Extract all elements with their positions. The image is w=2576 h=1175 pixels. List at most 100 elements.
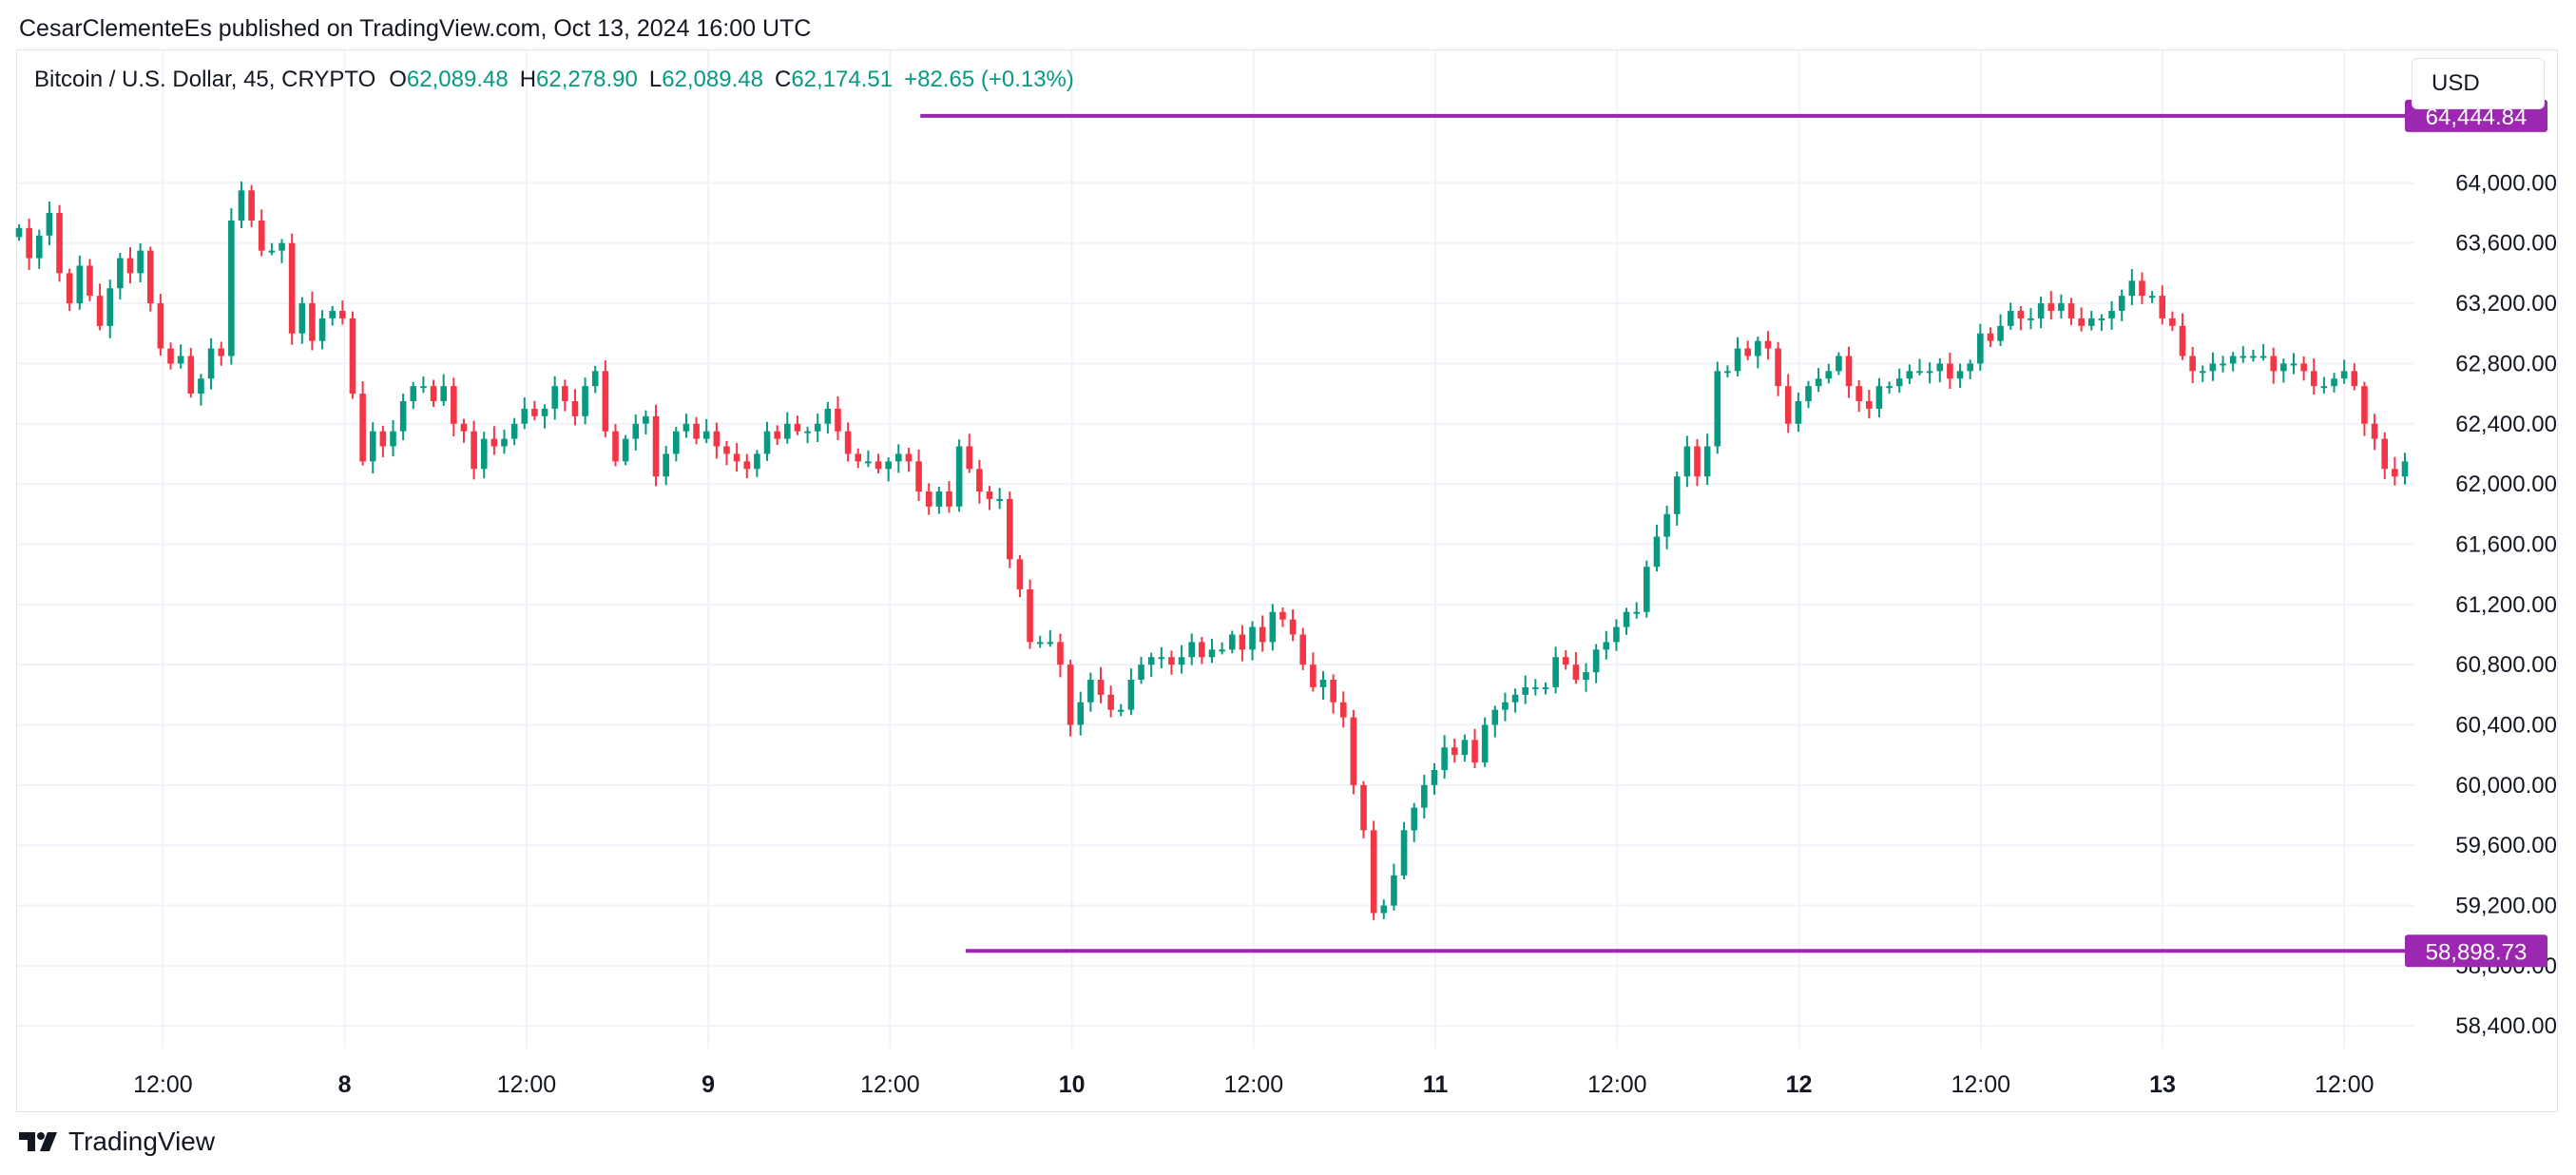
candle-body [2098,318,2105,320]
candle-body [369,431,376,462]
candle-body [602,371,609,432]
candle-body [612,431,619,462]
candle-body [551,386,558,409]
candle-body [1532,686,1539,689]
candle-body [1421,784,1428,808]
candle-body [126,258,134,274]
candle-body [1956,371,1964,379]
candle-body [784,423,791,439]
candle-body [2028,318,2034,320]
price-tick-label: 62,400.00 [2455,412,2557,437]
candle-body [1987,333,1994,341]
level-lines[interactable] [920,113,2405,953]
candle-body [1138,665,1144,680]
candle-body [2209,363,2217,372]
candle-body [1805,386,1812,402]
candle-body [2371,423,2378,439]
candle-body [1208,649,1216,658]
candle-body [298,303,306,334]
legend-change-value: +82.65 (+0.13%) [904,67,1074,92]
price-tick-label: 63,600.00 [2455,231,2557,257]
legend-low-key: L [648,67,663,92]
level-price-tag [2405,934,2547,968]
candle-body [855,453,862,462]
candle-body [2270,356,2278,372]
candle-body [885,461,892,470]
candle-body [986,491,993,499]
candle-body [2067,303,2075,318]
candle-body [1724,371,1731,374]
candle-body [531,408,538,416]
candle-body [1339,702,1347,718]
candle-body [673,431,680,454]
time-tick-label: 12:00 [860,1071,920,1098]
candle-body [26,227,32,259]
candle-body [1431,770,1438,785]
candle-body [541,408,548,416]
candle-body [562,386,568,402]
time-axis[interactable]: 12:00 8 12:00 9 12:00 10 12:00 11 12:00 12 12:00 13… [133,1071,2374,1098]
candle-body [824,408,832,424]
candle-body [1522,686,1529,695]
candle-body [2047,303,2055,311]
time-tick-label: 12:00 [1587,1071,1647,1098]
candle-body [1310,665,1317,687]
candle-body [1147,657,1155,665]
candle-body [1097,679,1105,695]
candle-body [177,356,184,364]
candle-body [1168,657,1175,665]
candle-body [420,386,427,389]
candle-body [804,431,811,433]
price-axis[interactable]: 64,000.00 63,600.00 63,200.00 62,800.00 62,4… [2455,170,2557,1039]
candle-body [1027,588,1033,643]
candle-body [318,318,326,341]
candle-body [268,250,276,253]
candle-body [1451,747,1458,756]
candle-body [763,431,771,454]
candle-body [1249,626,1256,650]
candle-body [501,438,508,447]
candle-body [1319,679,1327,687]
candle-body [894,453,902,462]
candle-body [1360,784,1367,831]
candle-body [643,415,649,424]
candle-body [1511,694,1519,703]
candle-body [480,438,488,470]
candle-body [976,469,983,492]
candle-body [451,386,457,424]
legend-open-key: O [389,67,407,92]
level-price-label: 58,898.73 [2426,939,2528,965]
candle-body [440,386,447,402]
candle-body [723,446,730,454]
candle-body [2169,318,2176,326]
candle-body [1016,559,1024,589]
candle-body [339,310,346,318]
price-tick-label: 59,200.00 [2455,894,2557,919]
legend-low-value: 62,089.48 [662,67,763,92]
candle-body [2351,371,2358,387]
time-tick-label: 12:00 [1951,1071,2010,1098]
price-tick-label: 62,800.00 [2455,351,2557,376]
candle-body [2381,438,2389,470]
time-tick-label: 12 [1786,1071,1813,1098]
candle-body [713,431,721,447]
candle-body [754,453,760,470]
candle-body [905,453,913,462]
symbol-legend[interactable]: Bitcoin / U.S. Dollar, 45, CRYPTO O62,089… [34,67,1086,93]
candle-body [1734,348,1741,372]
candle-body [632,423,640,439]
candle-body [157,303,164,349]
candle-body [835,408,841,432]
tradingview-brand[interactable]: TradingView [19,1125,215,1159]
legend-close-value: 62,174.51 [791,67,894,92]
candle-body [844,431,852,454]
candle-body [207,348,215,379]
currency-button[interactable]: USD [2412,58,2545,109]
candle-body [228,220,235,356]
candle-body [35,235,43,259]
candle-body [2240,356,2247,358]
candle-body [622,438,629,462]
candle-body [2199,371,2206,374]
